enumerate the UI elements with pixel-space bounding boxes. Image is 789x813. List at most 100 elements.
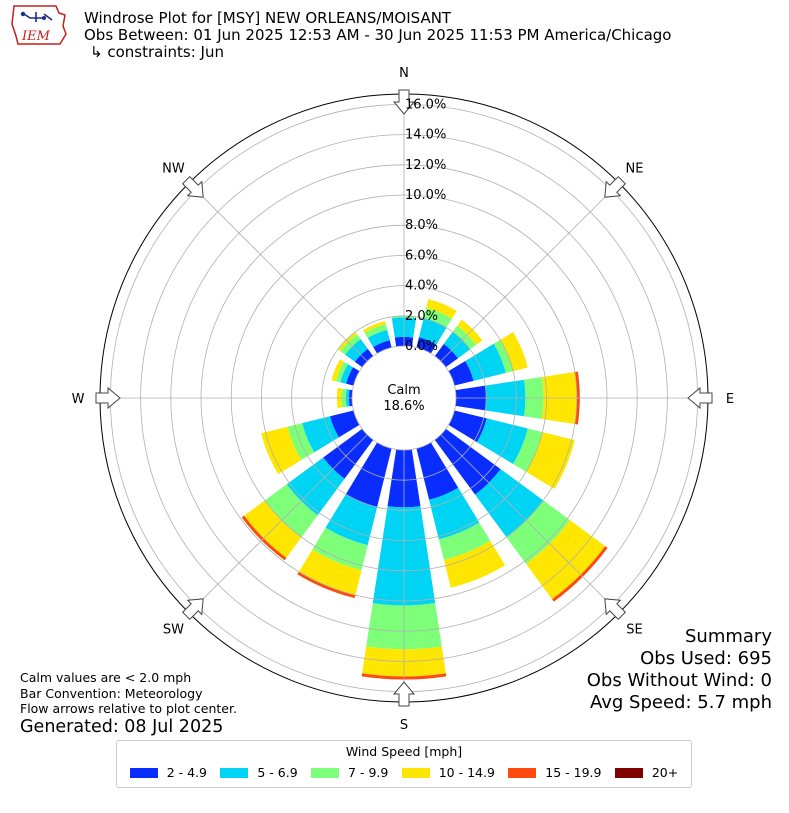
bar-nne-speed-bin-1 — [416, 337, 437, 354]
bar-nne-speed-bin-2 — [418, 318, 447, 345]
compass-label-s: S — [400, 718, 408, 733]
obs-without-wind: Obs Without Wind: 0 — [586, 670, 772, 691]
bar-s-speed-bin-5 — [361, 673, 447, 680]
bar-wnw-speed-bin-4 — [331, 359, 344, 382]
legend-item: 7 - 9.9 — [311, 765, 388, 780]
generated-date: Generated: 08 Jul 2025 — [20, 717, 224, 737]
bar-ese-speed-bin-3 — [513, 428, 543, 472]
legend-label: 7 - 9.9 — [348, 765, 389, 780]
compass-label-n: N — [399, 66, 409, 81]
compass-label-se: SE — [626, 623, 642, 638]
bar-ssw-speed-bin-2 — [325, 494, 378, 546]
bar-se-speed-bin-5 — [552, 546, 608, 602]
flow-arrows — [95, 89, 713, 707]
radial-tick-label: 4.0% — [405, 279, 438, 294]
bar-wnw-speed-bin-2 — [340, 364, 354, 384]
radial-tick-label: 2.0% — [405, 309, 438, 324]
grid-spoke — [440, 182, 620, 362]
legend-swatch — [401, 767, 430, 778]
chart-header: Windrose Plot for [MSY] NEW ORLEANS/MOIS… — [84, 10, 671, 61]
obs-used: Obs Used: 695 — [640, 648, 772, 669]
chart-subtitle: Obs Between: 01 Jun 2025 12:53 AM - 30 J… — [84, 26, 672, 44]
bar-wsw-speed-bin-2 — [302, 416, 339, 453]
bar-ene-speed-bin-2 — [465, 343, 506, 381]
radial-tick-label: 16.0% — [405, 97, 446, 112]
legend-label: 2 - 4.9 — [166, 765, 207, 780]
legend-swatch — [311, 767, 340, 778]
calm-value: 18.6% — [383, 399, 424, 414]
bar-nnw-speed-bin-1 — [373, 340, 392, 354]
legend-label: 20+ — [651, 765, 679, 780]
avg-speed: Avg Speed: 5.7 mph — [590, 692, 772, 713]
polar-labels: 0.0% 2.0% 4.0% 6.0% 8.0% 10.0% 12.0% 14.0% 16.0%… — [72, 66, 735, 733]
legend-label: 10 - 14.9 — [438, 765, 495, 780]
bar-sse-speed-bin-4 — [443, 540, 506, 588]
legend-swatch — [129, 767, 158, 778]
bar-nne-speed-bin-4 — [426, 299, 457, 319]
flow-arrows-note: Flow arrows relative to plot center. — [20, 701, 237, 716]
bar-ssw-speed-bin-5 — [297, 571, 356, 599]
compass-label-ne: NE — [626, 161, 644, 176]
flow-arrow-shape — [604, 598, 627, 621]
flow-arrow-shape — [95, 386, 121, 410]
compass-label-w: W — [72, 392, 85, 407]
legend-item: 2 - 4.9 — [129, 765, 207, 780]
bar-sse-speed-bin-1 — [416, 442, 459, 500]
compass-label-sw: SW — [163, 623, 184, 638]
legend-item: 15 - 19.9 — [508, 765, 601, 780]
flow-arrow-icon — [687, 386, 713, 410]
bar-ssw-speed-bin-3 — [312, 527, 368, 571]
flow-arrow-shape — [604, 175, 627, 198]
compass-label-e: E — [726, 392, 734, 407]
bar-nnw-speed-bin-4 — [363, 321, 386, 333]
flow-arrow-icon — [392, 681, 416, 707]
flow-arrow-icon — [95, 386, 121, 410]
constraints-text: ↳ constraints: Jun — [90, 43, 224, 61]
iem-logo: IEM — [10, 4, 70, 48]
bar-wnw-speed-bin-1 — [346, 367, 360, 386]
flow-arrow-icon — [181, 175, 204, 198]
bar-sw-speed-bin-5 — [241, 515, 287, 561]
summary-box: Summary Obs Used: 695 Obs Without Wind: … — [587, 626, 772, 714]
flow-arrow-shape — [181, 175, 204, 198]
bar-ene-speed-bin-1 — [448, 360, 474, 386]
calm-center — [353, 347, 455, 449]
flow-arrow-icon — [181, 598, 204, 621]
bar-ene-speed-bin-3 — [493, 339, 514, 373]
compass-label-nw: NW — [162, 161, 185, 176]
summary-title: Summary — [685, 626, 772, 647]
flow-arrow-shape — [687, 386, 713, 410]
radial-tick-label: 10.0% — [405, 188, 446, 203]
radial-tick-label: 8.0% — [405, 218, 438, 233]
logo-text: IEM — [21, 29, 51, 44]
grid-spoke — [440, 434, 620, 614]
bar-nnw-speed-bin-3 — [364, 324, 388, 338]
flow-arrow-icon — [604, 175, 627, 198]
flow-arrow-shape — [392, 89, 416, 115]
flow-arrow-shape — [392, 681, 416, 707]
bar-sse-speed-bin-3 — [438, 522, 491, 560]
bar-ssw-speed-bin-4 — [298, 549, 362, 596]
legend-swatch — [614, 767, 643, 778]
bar-wsw-speed-bin-4 — [261, 426, 302, 475]
legend-item: 5 - 6.9 — [220, 765, 298, 780]
legend-item: 10 - 14.9 — [401, 765, 495, 780]
bar-convention-note: Bar Convention: Meteorology — [20, 685, 203, 701]
legend-swatch — [220, 767, 249, 778]
flow-arrow-icon — [604, 598, 627, 621]
legend: Wind Speed [mph] 2 - 4.9 5 - 6.9 7 - 9.9 10… — [116, 740, 692, 788]
radial-tick-label: 14.0% — [405, 128, 446, 143]
grid-spoke — [188, 182, 368, 362]
legend-title: Wind Speed [mph] — [345, 744, 463, 759]
bar-wsw-speed-bin-3 — [287, 423, 315, 461]
radial-tick-label: 12.0% — [405, 158, 446, 173]
bar-ssw-speed-bin-1 — [345, 442, 392, 508]
legend-swatch — [508, 767, 537, 778]
calm-note: Calm values are < 2.0 mph — [20, 670, 192, 685]
bar-nne-speed-bin-3 — [423, 307, 452, 328]
grid-spoke — [188, 434, 368, 614]
radial-tick-label: 0.0% — [405, 339, 438, 354]
legend-items: 2 - 4.9 5 - 6.9 7 - 9.9 10 - 14.9 15 - 19.9 2… — [117, 765, 691, 780]
radial-tick-label: 6.0% — [405, 248, 438, 263]
